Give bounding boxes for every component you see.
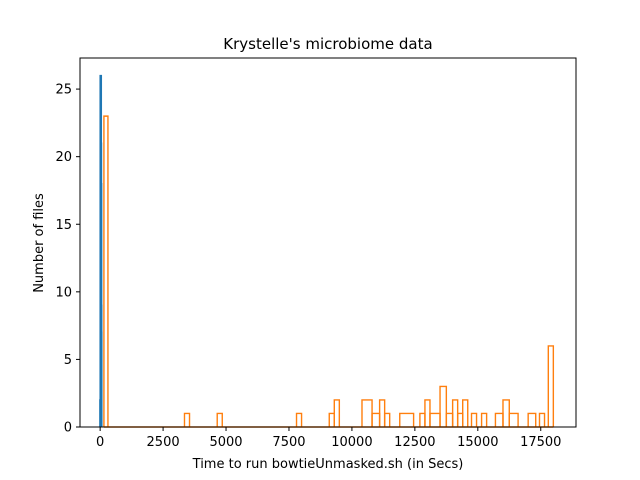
histogram-bin [462, 399, 469, 427]
chart-title: Krystelle's microbiome data [223, 35, 432, 53]
histogram-bin [99, 331, 103, 427]
x-tick-label: 0 [96, 435, 104, 450]
x-tick-label: 17500 [520, 435, 561, 450]
histogram-bin [439, 385, 448, 427]
histogram-bin [383, 412, 391, 427]
y-axis-label: Number of files [32, 193, 47, 293]
y-tick-label: 20 [55, 150, 72, 165]
histogram-bin [480, 412, 488, 427]
histogram-bin [103, 115, 109, 427]
histogram-bin [527, 412, 537, 427]
histogram-bin [470, 412, 478, 427]
histogram-bin [538, 412, 546, 427]
histogram-bin [547, 345, 555, 427]
axes-frame [79, 57, 577, 428]
y-axis: 0 5 10 15 20 25 [55, 83, 80, 436]
series-1 [99, 74, 103, 428]
y-tick-label: 10 [55, 285, 72, 300]
histogram-bin [295, 412, 303, 427]
y-tick-label: 5 [64, 353, 72, 368]
histogram-bin [508, 412, 519, 427]
x-axis-label: Time to run bowtieUnmasked.sh (in Secs) [192, 457, 464, 472]
y-tick-label: 25 [55, 83, 72, 98]
x-tick-label: 5000 [209, 435, 242, 450]
x-tick-label: 15000 [457, 435, 498, 450]
y-tick-label: 0 [64, 421, 72, 436]
x-tick-label: 2500 [147, 435, 180, 450]
x-axis: 0 2500 5000 7500 10000 12500 15000 17500 [96, 427, 561, 450]
histogram-bin [216, 412, 223, 427]
histogram-bin [399, 412, 415, 427]
histogram-bin [183, 412, 191, 427]
x-tick-label: 10000 [331, 435, 372, 450]
y-tick-label: 15 [55, 218, 72, 233]
histogram-bin [333, 399, 341, 427]
x-tick-label: 12500 [394, 435, 435, 450]
x-tick-label: 7500 [272, 435, 305, 450]
